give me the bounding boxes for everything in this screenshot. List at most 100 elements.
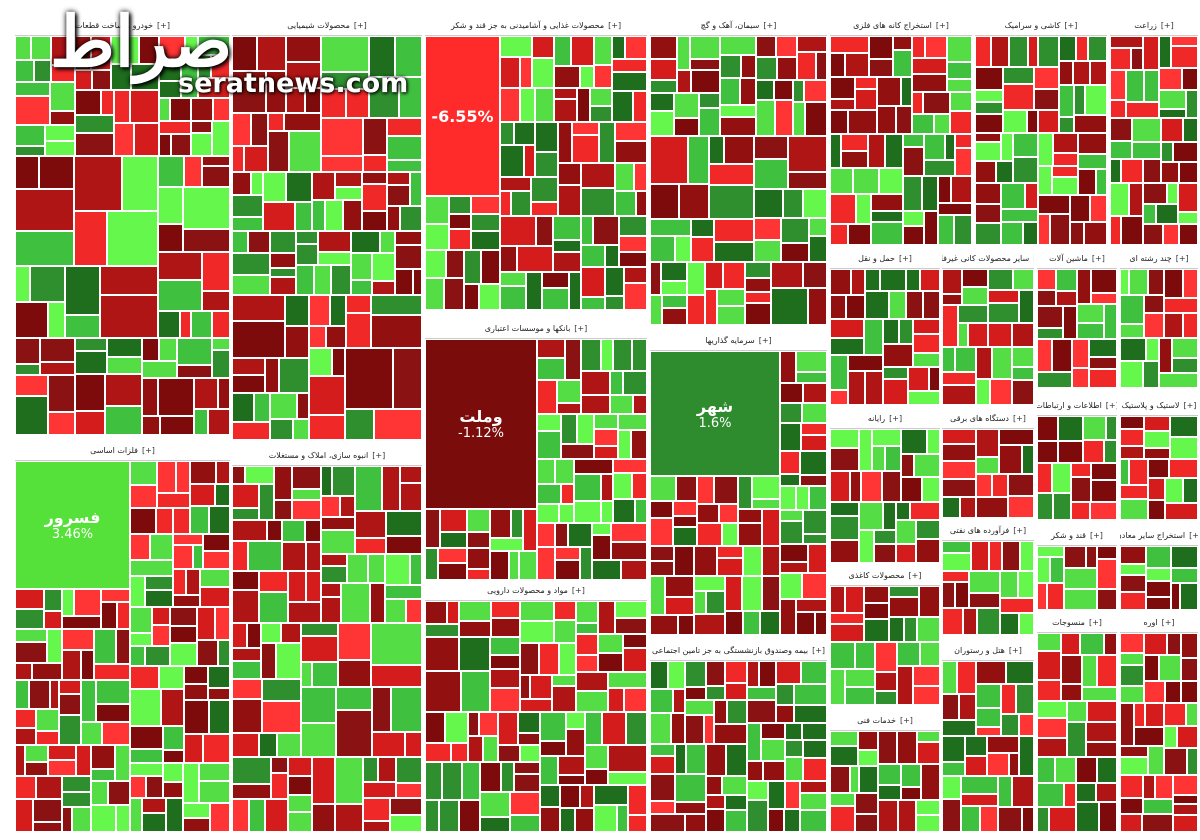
stock-tile[interactable] — [906, 291, 923, 319]
stock-tile[interactable] — [743, 611, 760, 635]
stock-tile[interactable] — [650, 801, 675, 814]
stock-tile[interactable] — [530, 675, 552, 699]
stock-tile[interactable] — [619, 216, 647, 236]
stock-tile[interactable] — [158, 224, 183, 252]
stock-tile[interactable] — [159, 81, 181, 98]
stock-tile[interactable] — [1082, 655, 1097, 687]
stock-tile[interactable] — [1159, 655, 1181, 681]
stock-tile[interactable] — [1037, 807, 1049, 832]
expand-toggle[interactable]: [+] — [571, 585, 585, 595]
stock-tile[interactable] — [468, 736, 483, 762]
stock-tile[interactable] — [1120, 686, 1144, 703]
stock-tile[interactable] — [321, 496, 340, 517]
stock-tile[interactable] — [785, 740, 803, 757]
stock-tile[interactable] — [340, 496, 355, 517]
expand-toggle[interactable]: [+] — [1008, 645, 1022, 655]
stock-tile[interactable] — [615, 601, 647, 618]
stock-tile[interactable] — [184, 734, 203, 763]
stock-tile[interactable] — [1120, 665, 1144, 686]
stock-tile[interactable] — [480, 762, 501, 792]
stock-tile[interactable] — [989, 541, 1002, 571]
stock-tile[interactable] — [875, 642, 897, 672]
stock-tile[interactable] — [947, 79, 972, 92]
stock-tile[interactable] — [742, 576, 762, 611]
stock-tile[interactable] — [785, 757, 803, 781]
stock-tile[interactable] — [752, 476, 780, 499]
stock-tile[interactable] — [1120, 324, 1144, 338]
stock-tile[interactable] — [1146, 597, 1171, 610]
stock-tile[interactable] — [552, 686, 576, 712]
stock-tile[interactable] — [15, 302, 48, 338]
stock-tile[interactable] — [1104, 440, 1117, 463]
stock-tile[interactable] — [885, 446, 901, 471]
stock-tile[interactable] — [942, 776, 961, 799]
stock-tile[interactable] — [15, 82, 50, 96]
stock-tile[interactable] — [540, 785, 560, 807]
stock-tile[interactable] — [650, 814, 685, 832]
stock-tile[interactable] — [374, 409, 422, 440]
stock-tile[interactable] — [1164, 313, 1183, 338]
stock-tile[interactable] — [33, 799, 62, 822]
stock-tile[interactable] — [634, 163, 647, 191]
stock-tile[interactable] — [618, 414, 647, 430]
stock-tile[interactable] — [1099, 802, 1117, 832]
stock-tile[interactable] — [249, 799, 265, 832]
stock-tile[interactable] — [183, 803, 210, 818]
stock-tile[interactable] — [877, 106, 896, 134]
stock-tile[interactable] — [699, 93, 720, 108]
stock-tile[interactable] — [602, 712, 626, 745]
stock-tile[interactable] — [1165, 503, 1198, 520]
stock-tile[interactable] — [1110, 48, 1131, 70]
stock-tile[interactable] — [553, 252, 581, 272]
stock-tile[interactable] — [1159, 338, 1172, 373]
stock-tile[interactable] — [706, 744, 726, 776]
stock-tile[interactable] — [232, 520, 267, 541]
stock-tile[interactable] — [714, 219, 754, 242]
stock-tile[interactable] — [576, 672, 608, 691]
stock-tile[interactable] — [15, 338, 40, 364]
stock-tile[interactable] — [362, 184, 387, 211]
stock-tile[interactable] — [537, 459, 555, 484]
stock-tile[interactable] — [335, 757, 363, 804]
stock-tile[interactable] — [747, 687, 776, 700]
stock-tile[interactable] — [975, 90, 1003, 102]
stock-tile[interactable] — [1047, 583, 1064, 610]
stock-tile[interactable] — [232, 231, 248, 253]
stock-tile[interactable] — [440, 509, 467, 532]
stock-tile[interactable] — [372, 253, 395, 281]
stock-tile[interactable] — [830, 295, 846, 319]
stock-tile[interactable] — [537, 339, 565, 358]
stock-tile[interactable] — [793, 102, 805, 136]
stock-tile[interactable] — [561, 414, 577, 444]
stock-tile[interactable] — [1064, 568, 1097, 589]
stock-tile[interactable] — [756, 100, 775, 136]
stock-tile[interactable] — [1008, 474, 1034, 496]
stock-tile[interactable] — [75, 90, 101, 115]
stock-tile[interactable] — [535, 152, 558, 177]
stock-tile[interactable] — [1038, 36, 1059, 67]
stock-tile[interactable] — [756, 57, 777, 80]
stock-tile[interactable] — [1037, 757, 1055, 783]
stock-tile[interactable] — [1078, 133, 1107, 154]
stock-tile[interactable] — [942, 661, 957, 694]
stock-tile[interactable] — [425, 548, 438, 580]
stock-tile[interactable] — [883, 367, 908, 379]
stock-tile[interactable] — [662, 295, 687, 308]
stock-tile[interactable] — [142, 361, 177, 378]
stock-tile[interactable] — [1008, 496, 1034, 518]
stock-tile[interactable] — [232, 146, 244, 172]
stock-tile[interactable] — [1180, 583, 1198, 610]
stock-tile[interactable] — [1072, 368, 1089, 388]
stock-tile[interactable] — [697, 504, 719, 523]
stock-tile[interactable] — [212, 338, 230, 350]
stock-tile[interactable] — [878, 800, 898, 832]
stock-tile[interactable] — [520, 675, 530, 699]
stock-tile[interactable] — [130, 485, 157, 508]
stock-tile[interactable] — [1143, 183, 1167, 204]
stock-tile[interactable] — [830, 390, 848, 405]
stock-tile[interactable] — [942, 694, 959, 720]
stock-tile[interactable] — [720, 78, 740, 105]
stock-tile[interactable] — [500, 36, 532, 57]
stock-tile[interactable] — [183, 229, 230, 252]
stock-tile[interactable] — [1120, 746, 1148, 757]
